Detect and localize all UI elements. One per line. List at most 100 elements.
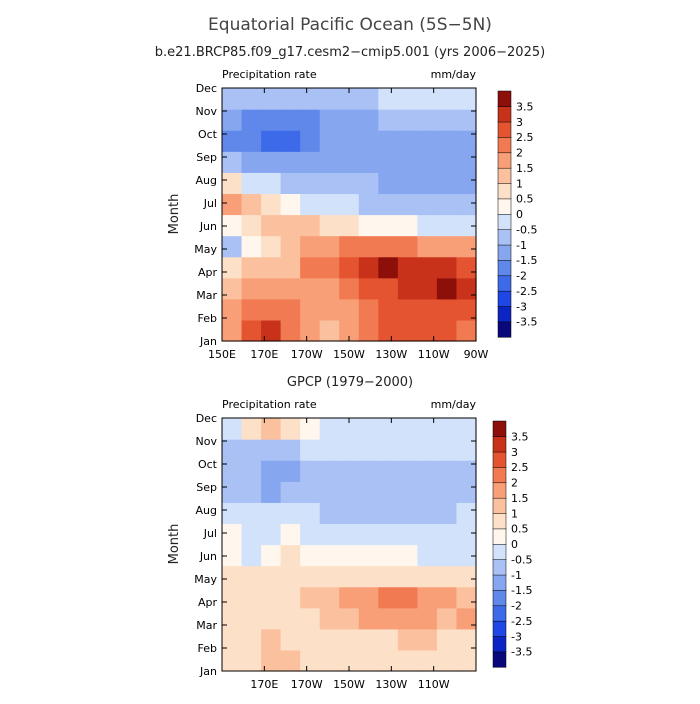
heatmap-cell [241, 109, 262, 131]
heatmap-cell [261, 418, 282, 440]
heatmap-cell [378, 235, 399, 258]
x-axis: 150E 170E 170W 150W 130W 110W 90W [208, 88, 489, 361]
heatmap-cells [222, 418, 477, 672]
heatmap-cell [300, 235, 321, 258]
heatmap-cell [456, 151, 477, 173]
heatmap-cell [397, 544, 418, 567]
heatmap-cell [261, 256, 282, 279]
heatmap-cell [358, 172, 379, 195]
colorbar-swatch [497, 106, 512, 123]
y-tick-label: Apr [198, 596, 218, 609]
heatmap-cell [280, 88, 301, 110]
heatmap-cell [241, 214, 262, 237]
heatmap-cell [378, 460, 399, 482]
heatmap-cell [358, 298, 379, 321]
colorbar-label: 1 [516, 177, 523, 190]
heatmap-cell [261, 523, 282, 546]
heatmap-cell [241, 460, 262, 482]
heatmap-cell [397, 193, 418, 216]
heatmap-cell [456, 277, 477, 300]
y-axis-label: Month [167, 524, 182, 565]
heatmap-cell [339, 109, 360, 131]
heatmap-cell [456, 628, 477, 651]
heatmap-cell [261, 319, 282, 342]
heatmap-cell [358, 649, 379, 672]
heatmap-cell [280, 172, 301, 195]
heatmap-cell [261, 151, 282, 173]
heatmap-cell [300, 319, 321, 342]
heatmap-cell [261, 649, 282, 672]
heatmap-cell [261, 235, 282, 258]
heatmap-cell [339, 649, 360, 672]
heatmap-cell [456, 418, 477, 440]
heatmap-cell [300, 586, 321, 609]
heatmap-cell [378, 628, 399, 651]
heatmap-cell [319, 193, 340, 216]
heatmap-cell [339, 460, 360, 482]
colorbar-swatch [492, 543, 507, 560]
heatmap-cell [397, 628, 418, 651]
heatmap-cell [261, 88, 282, 110]
heatmap-cell [417, 481, 438, 503]
heatmap-cell [339, 439, 360, 461]
x-tick-label: 170E [250, 678, 278, 691]
y-tick-label: May [194, 573, 217, 586]
heatmap-cell [358, 109, 379, 131]
heatmap-cell [358, 256, 379, 279]
colorbar-swatch [492, 451, 507, 468]
heatmap-cell [222, 418, 243, 440]
heatmap-cell [397, 214, 418, 237]
y-tick-label: Jul [203, 527, 217, 540]
heatmap-cell [241, 130, 262, 152]
heatmap-cell [358, 439, 379, 461]
heatmap-cell [300, 607, 321, 630]
heatmap-cell [436, 502, 458, 525]
heatmap-cell [300, 523, 321, 546]
y-tick-label: Dec [196, 82, 217, 95]
heatmap-cell [397, 607, 418, 630]
heatmap-cell [241, 277, 262, 300]
heatmap-cell [456, 481, 477, 503]
colorbar-swatch [497, 290, 512, 307]
heatmap-cell [417, 88, 438, 110]
heatmap-cell [397, 319, 418, 342]
colorbar-label: -0.5 [511, 553, 532, 566]
heatmap-cell [339, 277, 360, 300]
heatmap-cell [300, 460, 321, 482]
heatmap-cell [358, 544, 379, 567]
heatmap-cell [417, 460, 438, 482]
colorbar-label: 3 [516, 116, 523, 129]
heatmap-cell [280, 607, 301, 630]
colorbar-swatch [492, 436, 507, 453]
heatmap-cell [280, 481, 301, 503]
colorbar-label: -2.5 [516, 285, 537, 298]
heatmap-cell [378, 172, 399, 195]
colorbar-swatch [492, 589, 507, 607]
heatmap-cell [280, 235, 301, 258]
heatmap-cell [222, 109, 243, 131]
heatmap-cell [280, 628, 301, 651]
heatmap-cell [319, 235, 340, 258]
heatmap-cell [358, 130, 379, 152]
colorbar-label: 0.5 [516, 193, 534, 206]
heatmap-cell [456, 235, 477, 258]
heatmap-cell [436, 256, 458, 279]
heatmap-cell [417, 214, 438, 237]
colorbar-label: 1 [511, 507, 518, 520]
colorbar-label: -3.5 [511, 646, 532, 659]
heatmap-cell [417, 523, 438, 546]
x-tick-label: 170W [291, 348, 323, 361]
colorbar-label: 0 [511, 538, 518, 551]
heatmap-cell [339, 130, 360, 152]
colorbar-swatch [492, 420, 507, 437]
x-axis: 170E 170W 150W 130W 110W [221, 418, 477, 691]
panel-gpcp: GPCP (1979−2000) Precipitation rate mm/d… [167, 375, 532, 691]
figure-subtitle: b.e21.BRCP85.f09_g17.cesm2−cmip5.001 (yr… [155, 45, 545, 60]
heatmap-cell [397, 130, 418, 152]
heatmap-cell [397, 277, 418, 300]
heatmap-cell [456, 193, 477, 216]
heatmap-cell [280, 109, 301, 131]
x-tick-label: 130W [375, 348, 407, 361]
heatmap-cell [261, 481, 282, 503]
panel-cesm2: Precipitation rate mm/day Jan Feb Mar Apr Ma… [167, 68, 537, 361]
